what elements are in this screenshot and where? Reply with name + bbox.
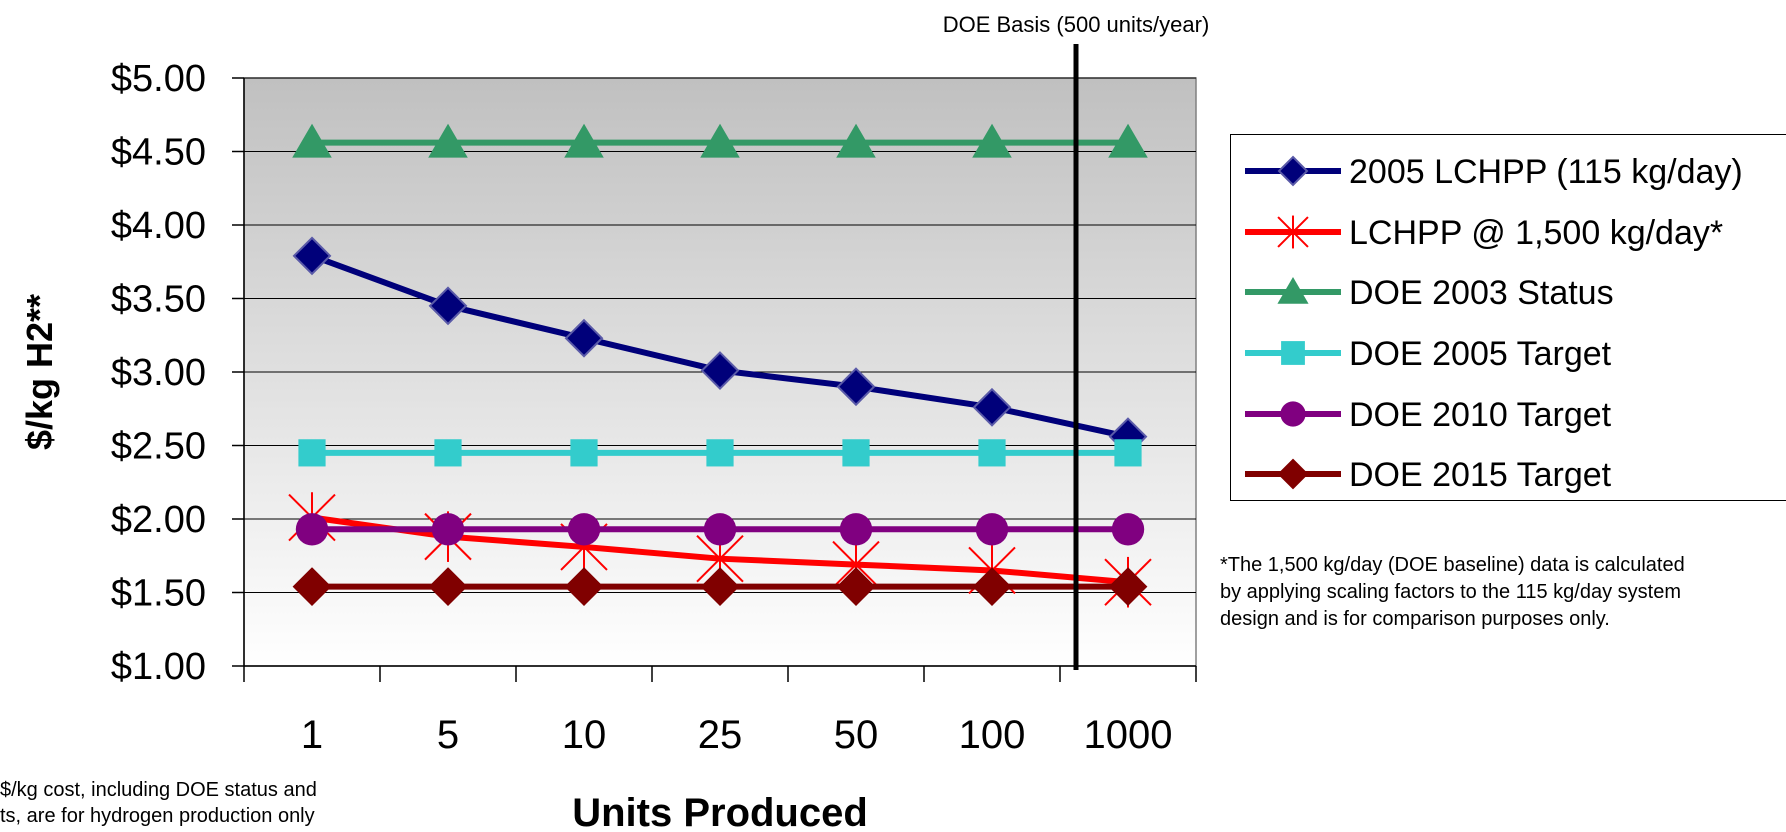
legend-swatch <box>1245 215 1341 249</box>
legend-marker <box>1277 155 1309 187</box>
x-tick-label: 1 <box>301 713 323 757</box>
data-point <box>292 236 332 276</box>
footnote-scaling: *The 1,500 kg/day (DOE baseline) data is… <box>1220 554 1685 630</box>
x-axis-title: Units Produced <box>572 791 868 832</box>
data-point <box>842 439 870 467</box>
legend-swatch <box>1245 341 1341 365</box>
data-point <box>428 123 468 158</box>
data-point <box>839 513 873 546</box>
legend-item: DOE 2003 Status <box>1243 272 1786 312</box>
data-point <box>1111 513 1145 546</box>
legend-marker <box>1277 215 1309 249</box>
legend-item: DOE 2010 Target <box>1243 394 1786 434</box>
data-point <box>700 351 740 390</box>
footnote-left-line-2: ts, are for hydrogen production only <box>0 805 315 827</box>
y-tick-label: $3.50 <box>111 279 206 321</box>
series-4 <box>295 513 1145 546</box>
data-point <box>975 513 1009 546</box>
legend-marker <box>1277 277 1309 304</box>
legend-label: LCHPP @ 1,500 kg/day* <box>1349 214 1724 252</box>
legend-marker <box>1280 401 1306 427</box>
legend-item: 2005 LCHPP (115 kg/day) <box>1243 151 1786 191</box>
series-5 <box>292 567 1148 607</box>
data-point <box>700 567 740 607</box>
data-point <box>564 123 604 158</box>
y-tick-label: $4.00 <box>111 205 206 247</box>
data-point <box>972 567 1012 607</box>
legend-marker <box>1281 341 1305 365</box>
y-tick-label: $1.50 <box>111 573 206 615</box>
series-0 <box>292 236 1148 457</box>
data-point <box>564 567 604 607</box>
data-point <box>972 387 1012 427</box>
data-point <box>836 367 876 407</box>
footnote-left-line-1: $/kg cost, including DOE status and <box>0 779 317 801</box>
data-point <box>298 439 326 467</box>
data-point <box>978 439 1006 467</box>
data-point <box>1114 439 1142 467</box>
legend-swatch <box>1245 155 1341 187</box>
data-point <box>703 513 737 546</box>
x-tick-label: 25 <box>698 713 743 757</box>
data-point <box>972 123 1012 158</box>
data-point <box>428 286 468 326</box>
legend-label: DOE 2015 Target <box>1349 456 1612 494</box>
legend-label: DOE 2010 Target <box>1349 396 1612 434</box>
data-point <box>431 513 465 546</box>
data-point <box>292 123 332 158</box>
y-tick-label: $1.00 <box>111 646 206 688</box>
y-tick-label: $4.50 <box>111 132 206 174</box>
legend-marker <box>1277 458 1309 490</box>
data-point <box>706 439 734 467</box>
x-tick-label: 1000 <box>1084 713 1173 757</box>
data-point <box>292 567 332 607</box>
data-point <box>567 513 601 546</box>
legend: 2005 LCHPP (115 kg/day) LCHPP @ 1,500 kg… <box>1230 134 1786 501</box>
x-tick-label: 10 <box>562 713 607 757</box>
legend-label: DOE 2005 Target <box>1349 335 1612 373</box>
data-point <box>295 513 329 546</box>
data-point <box>1108 567 1148 607</box>
legend-label: 2005 LCHPP (115 kg/day) <box>1349 153 1743 191</box>
legend-item: DOE 2015 Target <box>1243 454 1786 494</box>
data-point <box>564 318 604 358</box>
doe-basis-label: DOE Basis (500 units/year) <box>943 12 1210 37</box>
data-point <box>700 123 740 158</box>
data-point <box>434 439 462 467</box>
x-tick-label: 100 <box>959 713 1026 757</box>
y-tick-label: $2.00 <box>111 499 206 541</box>
y-tick-label: $5.00 <box>111 58 206 100</box>
data-point <box>836 567 876 607</box>
data-point <box>1108 123 1148 158</box>
series-3 <box>298 439 1142 467</box>
legend-swatch <box>1245 277 1341 304</box>
legend-label: DOE 2003 Status <box>1349 274 1614 312</box>
x-tick-label: 5 <box>437 713 459 757</box>
y-tick-label: $3.00 <box>111 352 206 394</box>
y-axis-title: $/kg H2** <box>19 294 60 450</box>
y-tick-label: $2.50 <box>111 426 206 468</box>
legend-swatch <box>1245 458 1341 490</box>
legend-item: LCHPP @ 1,500 kg/day* <box>1243 212 1786 252</box>
series-2 <box>292 123 1148 158</box>
data-point <box>570 439 598 467</box>
legend-item: DOE 2005 Target <box>1243 333 1786 373</box>
x-tick-label: 50 <box>834 713 879 757</box>
legend-swatch <box>1245 401 1341 427</box>
data-point <box>836 123 876 158</box>
data-point <box>428 567 468 607</box>
